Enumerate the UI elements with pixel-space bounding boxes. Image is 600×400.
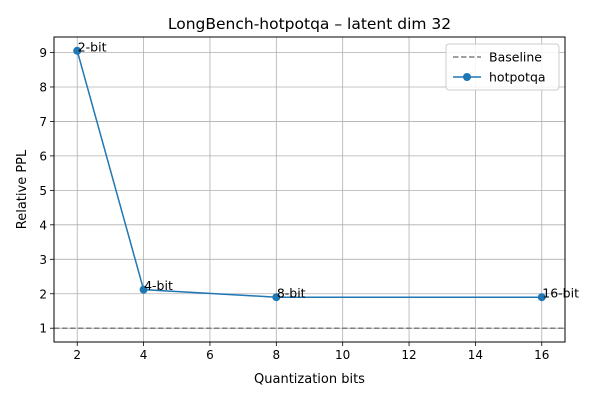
y-tick-label: 5 (39, 184, 47, 198)
legend: Baseline hotpotqa (445, 43, 560, 91)
point-annotation: 8-bit (277, 286, 306, 301)
x-tick-label: 16 (534, 348, 549, 362)
hotpotqa-point (272, 293, 281, 302)
legend-hotpotqa-marker (463, 73, 471, 81)
x-tick-label: 4 (140, 348, 148, 362)
point-annotation: 16-bit (542, 286, 579, 301)
plot-frame (53, 36, 566, 343)
y-tick-label: 8 (39, 80, 47, 94)
x-tick-label: 2 (73, 348, 81, 362)
y-tick-label: 3 (39, 253, 47, 267)
hotpotqa-point (73, 46, 82, 55)
legend-baseline-label: Baseline (489, 50, 542, 65)
x-axis-ticks: 2 4 6 8 10 12 14 16 (73, 342, 549, 362)
hotpotqa-line (76, 50, 542, 298)
y-tick-label: 2 (39, 287, 47, 301)
y-axis-label: Relative PPL (15, 149, 30, 229)
x-tick-label: 10 (335, 348, 350, 362)
y-tick-label: 7 (39, 115, 47, 129)
x-tick-label: 14 (468, 348, 483, 362)
chart-title: LongBench-hotpotqa – latent dim 32 (168, 15, 451, 33)
point-annotations: 2-bit 4-bit 8-bit 16-bit (78, 39, 579, 300)
x-tick-label: 12 (401, 348, 416, 362)
point-annotation: 4-bit (144, 278, 173, 293)
hotpotqa-point (537, 293, 546, 302)
hotpotqa-point (139, 285, 148, 294)
y-tick-label: 6 (39, 149, 47, 163)
y-tick-label: 9 (39, 46, 47, 60)
y-axis-ticks: 1 2 3 4 5 6 7 8 9 (39, 46, 54, 336)
hotpotqa-series (73, 46, 546, 302)
point-annotation: 2-bit (78, 39, 107, 54)
x-tick-label: 6 (206, 348, 214, 362)
x-axis-label: Quantization bits (254, 372, 365, 387)
y-tick-label: 4 (39, 218, 47, 232)
legend-box (445, 43, 560, 91)
y-tick-label: 1 (39, 322, 47, 336)
legend-hotpotqa-label: hotpotqa (489, 70, 546, 85)
x-tick-label: 8 (272, 348, 280, 362)
